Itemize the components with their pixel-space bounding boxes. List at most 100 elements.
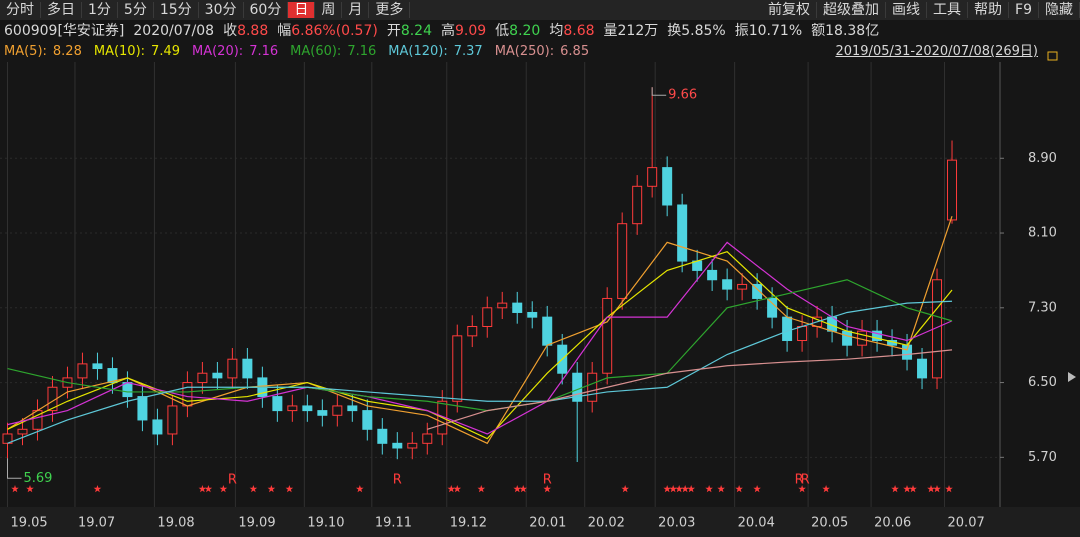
date-range[interactable]: 2019/05/31-2020/07/08(269日): [835, 44, 1038, 59]
scroll-arrow[interactable]: [1068, 372, 1076, 382]
tool-button[interactable]: 前复权: [762, 2, 818, 18]
candle-body: [767, 297, 778, 318]
legend-entry: MA(10): 7.49: [94, 44, 186, 59]
info-item: 高9.09: [441, 23, 486, 39]
legend-value: 7.37: [453, 44, 483, 59]
x-tick-label: 19.12: [450, 516, 487, 531]
candle-body: [512, 302, 523, 313]
ma-line: [7, 279, 953, 412]
info-label: 额: [811, 23, 826, 39]
annotation-label: 5.69: [23, 471, 52, 486]
tab[interactable]: 60分: [243, 2, 289, 18]
signal-marker: R: [393, 473, 402, 488]
annotation-arrow: [651, 87, 667, 96]
x-tick-label: 19.09: [238, 516, 275, 531]
legend-name: MA(120):: [388, 44, 448, 59]
signal-star: [687, 485, 695, 493]
candle-body: [272, 396, 283, 412]
candle-body: [452, 335, 463, 402]
tool-button[interactable]: 超级叠加: [817, 2, 887, 18]
signal-star: [933, 485, 941, 493]
candle-body: [872, 330, 883, 342]
info-value: 10.71%: [748, 23, 803, 39]
candle-body: [632, 185, 643, 225]
y-tick-label: 8.90: [1028, 151, 1057, 166]
info-label: 高: [441, 23, 455, 39]
tab[interactable]: 周: [315, 2, 343, 18]
ma-line: [7, 251, 953, 440]
tab[interactable]: 月: [342, 2, 370, 18]
signal-star: [204, 485, 213, 493]
candle-body: [182, 382, 193, 407]
legend-entry: MA(5): 8.28: [4, 44, 88, 59]
period-tabs: 分时 多日 1分 5分 15分 30分 60分日周月更多: [0, 0, 411, 20]
x-tick-label: 19.10: [307, 516, 344, 531]
tools: 前复权 超级叠加 画线 工具 帮助 F9 隐藏: [762, 0, 1080, 20]
x-tick-label: 19.11: [375, 516, 412, 531]
info-value: 8.20: [509, 23, 541, 39]
info-value: 6.86%(0.57): [291, 23, 378, 39]
info-item: 开8.24: [387, 23, 432, 39]
candle-body: [107, 368, 118, 384]
info-label: 收: [223, 23, 238, 39]
info-value: 600909[华安证券]: [4, 23, 125, 39]
lock-icon[interactable]: [1047, 51, 1058, 61]
candle-body: [782, 316, 793, 342]
info-value: 8.88: [237, 23, 269, 39]
tab[interactable]: 15分: [153, 2, 199, 18]
signal-star: [621, 485, 629, 493]
tab[interactable]: 1分: [82, 2, 118, 18]
candle-body: [407, 442, 418, 449]
info-value: 8.24: [400, 23, 432, 39]
candle-body: [77, 363, 88, 379]
info-item: 量212万: [604, 23, 659, 39]
candle-body: [617, 223, 628, 299]
signal-star: [891, 485, 899, 493]
candle-body: [737, 283, 748, 290]
signal-star: [513, 485, 521, 493]
tab[interactable]: 分时: [0, 2, 41, 18]
tool-button[interactable]: 隐藏: [1039, 2, 1080, 18]
tab[interactable]: 多日: [41, 2, 82, 18]
tab[interactable]: 日: [288, 2, 316, 18]
candle-body: [752, 283, 763, 299]
toolbar: 分时 多日 1分 5分 15分 30分 60分日周月更多 前复权 超级叠加 画线 工具 帮助 F9 隐藏: [0, 0, 1080, 20]
info-item: 600909[华安证券]: [4, 23, 124, 39]
candle-body: [917, 358, 928, 379]
candle-body: [377, 428, 388, 444]
signal-star: [453, 485, 462, 493]
x-tick-label: 20.07: [948, 516, 985, 531]
signal-marker: R: [228, 473, 237, 488]
info-item: 换5.85%: [667, 23, 725, 39]
x-tick-label: 19.08: [157, 516, 194, 531]
tab[interactable]: 更多: [369, 2, 411, 18]
legend-entry: MA(120): 7.37: [388, 44, 488, 59]
x-axis-bg: [0, 507, 1080, 537]
candle-body: [212, 372, 223, 379]
info-label: 低: [495, 23, 510, 39]
x-tick-label: 20.06: [874, 516, 911, 531]
tab[interactable]: 30分: [198, 2, 244, 18]
tool-button[interactable]: 帮助: [968, 2, 1010, 18]
candle-body: [497, 302, 508, 309]
signal-star: [705, 485, 713, 493]
tool-button[interactable]: F9: [1009, 2, 1039, 18]
candle-body: [647, 167, 658, 187]
candle-body: [242, 358, 253, 379]
signal-star: [11, 485, 19, 493]
info-item: 2020/07/08: [133, 23, 214, 39]
tool-button[interactable]: 画线: [886, 2, 928, 18]
candle-body: [467, 325, 478, 337]
candle-body: [947, 159, 958, 221]
legend-name: MA(20):: [192, 44, 244, 59]
info-item: 低8.20: [495, 23, 540, 39]
ma-line: [7, 300, 953, 444]
info-value: 212万: [617, 23, 659, 39]
signal-star: [93, 485, 102, 493]
signal-star: [447, 485, 456, 493]
tool-button[interactable]: 工具: [927, 2, 969, 18]
candle-body: [482, 307, 493, 327]
legend-value: 7.49: [151, 44, 180, 59]
info-value: 18.38亿: [825, 23, 880, 39]
tab[interactable]: 5分: [117, 2, 154, 18]
